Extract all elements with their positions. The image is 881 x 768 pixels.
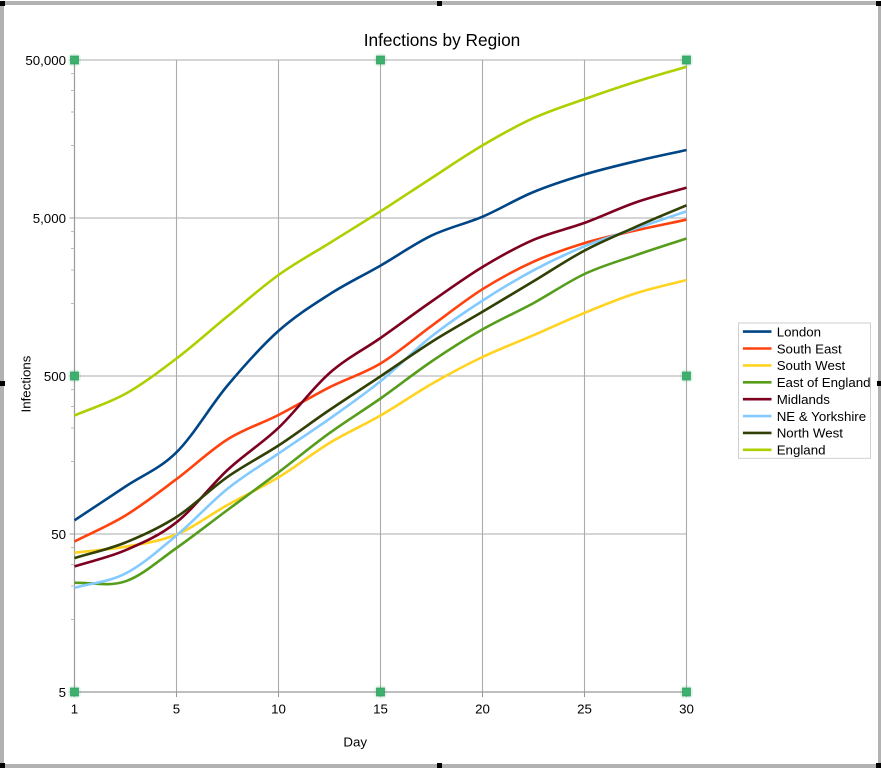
svg-text:Infections by Region: Infections by Region (364, 30, 521, 50)
svg-text:North West: North West (777, 426, 844, 441)
svg-text:5: 5 (173, 702, 180, 717)
svg-text:15: 15 (373, 702, 388, 717)
svg-text:20: 20 (475, 702, 490, 717)
svg-text:10: 10 (271, 702, 286, 717)
svg-text:500: 500 (44, 369, 66, 384)
svg-text:25: 25 (577, 702, 592, 717)
svg-text:5: 5 (59, 685, 66, 700)
svg-text:South East: South East (777, 341, 842, 356)
svg-text:South West: South West (777, 358, 846, 373)
svg-text:50: 50 (51, 527, 66, 542)
svg-text:Infections: Infections (18, 355, 33, 412)
svg-text:London: London (777, 324, 821, 339)
svg-text:5,000: 5,000 (33, 211, 66, 226)
svg-text:England: England (777, 443, 826, 458)
svg-text:50,000: 50,000 (25, 53, 66, 68)
svg-text:East of England: East of England (777, 375, 871, 390)
svg-text:NE & Yorkshire: NE & Yorkshire (777, 409, 866, 424)
svg-text:Day: Day (343, 735, 367, 750)
svg-text:30: 30 (679, 702, 694, 717)
svg-text:Midlands: Midlands (777, 392, 831, 407)
svg-text:1: 1 (71, 702, 78, 717)
